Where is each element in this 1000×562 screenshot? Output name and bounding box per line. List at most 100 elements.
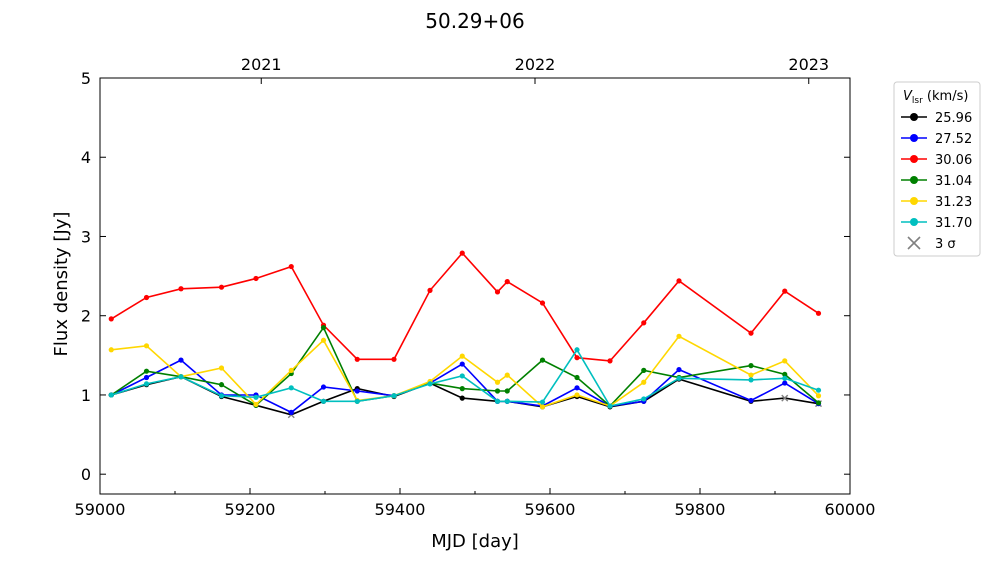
data-point [815,310,822,316]
data-point [748,377,754,383]
data-point [320,325,327,331]
upper-limit-marker [781,394,789,402]
data-point [494,388,501,394]
y-tick-label: 4 [81,148,91,167]
top-tick-label: 2023 [788,55,829,74]
data-point [143,343,150,349]
data-point [288,409,294,415]
data-point [539,300,546,306]
series-30.06 [108,250,822,364]
data-point [504,279,510,285]
data-point [178,286,184,292]
data-point [748,372,754,378]
data-point [218,284,225,290]
series-25.96 [108,374,822,419]
y-tick-label: 0 [81,465,91,484]
series-line [111,375,819,416]
data-point [676,278,682,284]
series-27.52 [108,357,822,415]
data-point [459,395,465,401]
legend-marker [910,155,918,163]
legend-title-sub: lsr [912,96,923,106]
data-point [748,397,754,404]
data-point [108,316,114,322]
data-point [253,394,259,400]
y-tick-label: 2 [81,307,91,326]
y-tick-label: 3 [81,227,91,246]
x-tick-label: 59000 [75,500,126,519]
legend-entry: 31.70 [901,216,972,231]
data-point [143,381,150,387]
data-point [782,288,788,294]
legend-title-unit: (km/s) [923,89,969,104]
legend-entries: 25.96 27.52 30.06 31.04 31.23 31.70 3 σ [901,111,972,252]
data-point [288,385,294,391]
legend-x-marker [907,236,921,250]
data-point [178,357,184,363]
data-point [320,398,327,404]
x-tick-label: 60000 [825,500,876,519]
chart-title: 50.29+06 [425,9,524,33]
legend-marker [910,176,918,184]
data-point [676,333,682,339]
legend-title-main: V [903,89,913,104]
data-point [143,374,150,381]
data-point [504,388,510,394]
top-tick-label: 2022 [515,55,556,74]
data-point [504,372,510,378]
y-tick-label: 1 [81,386,91,405]
data-point [108,347,114,353]
data-point [459,386,465,392]
legend-label: 31.23 [935,195,972,210]
y-axis-title: Flux density [Jy] [51,212,72,357]
x-axis: 59000 59200 59400 59600 59800 60000 [75,488,876,519]
data-point [539,404,546,410]
upper-limit-stroke [781,394,789,402]
legend-box [893,81,981,257]
data-point [178,374,184,380]
top-year-axis: 2021 2022 2023 [241,55,829,84]
legend-entry: 27.52 [901,132,972,147]
data-point [641,379,647,385]
data-point [459,373,465,379]
x-tick-label: 59400 [375,500,426,519]
data-point [320,384,327,390]
data-point [218,365,225,371]
data-point [676,366,682,373]
data-point [815,393,822,399]
legend-label: 25.96 [935,111,972,126]
data-point [815,400,822,406]
y-axis: 0 1 2 3 4 5 [81,69,850,484]
data-point [354,356,360,362]
data-point [574,374,580,381]
data-point [253,275,259,282]
data-point [782,371,788,377]
series-31.70 [108,347,822,409]
data-point [574,385,580,391]
data-point [607,403,613,409]
plot-frame [99,77,851,495]
data-point [143,294,150,301]
data-point [782,358,788,364]
data-point [574,355,580,361]
data-point [354,398,360,404]
legend-label: 27.52 [935,132,972,147]
data-point [494,398,501,404]
x-tick-label: 59200 [225,500,276,519]
data-point [641,367,647,373]
data-point [218,382,225,388]
legend-entry: 30.06 [901,153,972,168]
data-point [218,393,225,399]
data-point [676,375,682,381]
legend-entry: 25.96 [901,111,972,126]
data-point [539,357,546,363]
data-point [108,392,114,398]
top-tick-label: 2021 [241,55,282,74]
x-axis-title: MJD [day] [431,531,519,552]
legend-entry: 31.23 [901,195,972,210]
data-point [574,347,580,353]
data-point [494,289,501,295]
data-point [459,353,465,359]
legend-marker [910,218,918,226]
